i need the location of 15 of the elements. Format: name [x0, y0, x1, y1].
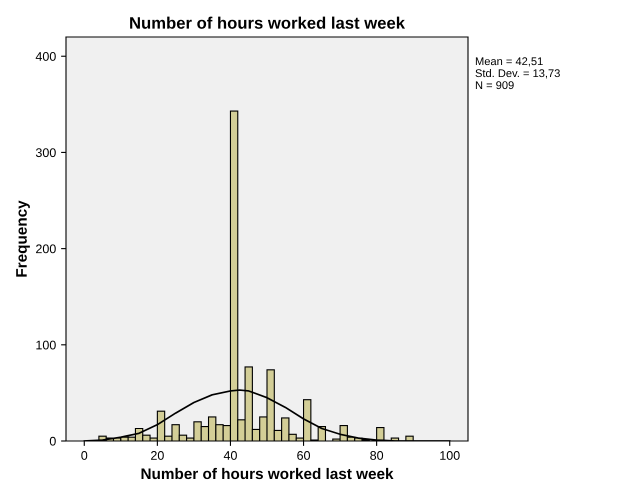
y-tick-label: 0 — [50, 436, 56, 446]
x-tick-label: 20 — [151, 451, 164, 460]
x-tick-label: 40 — [224, 451, 237, 460]
x-tick-label: 0 — [81, 451, 88, 460]
y-tick-label: 400 — [36, 52, 56, 61]
y-tick-label: 300 — [36, 148, 56, 158]
y-tick-label: 100 — [36, 340, 56, 350]
chart-title: Number of hours worked last week — [130, 16, 406, 29]
text: Mean = 42,51 Std. Dev. = 13,73 N = 909 — [476, 57, 560, 90]
x-tick-label: 60 — [297, 451, 310, 460]
x-tick-label: 80 — [370, 451, 384, 460]
y-axis-title: Frequency — [16, 200, 30, 277]
y-tick-label: 200 — [36, 244, 56, 254]
x-axis-title: Number of hours worked last week — [142, 468, 394, 480]
x-tick-label: 100 — [440, 451, 460, 460]
